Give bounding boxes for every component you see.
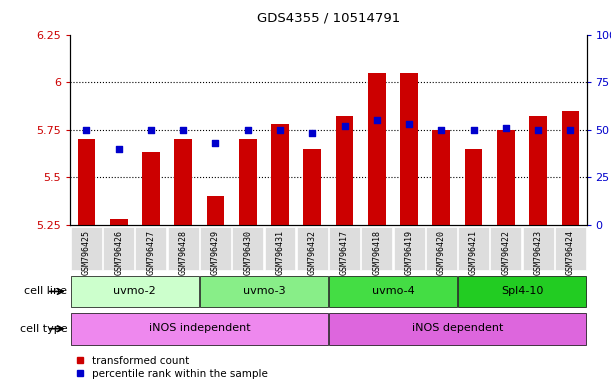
Point xyxy=(436,127,446,133)
Bar xyxy=(555,227,586,270)
Text: GSM796425: GSM796425 xyxy=(82,230,91,275)
Text: GSM796426: GSM796426 xyxy=(114,230,123,275)
Text: GSM796419: GSM796419 xyxy=(404,230,414,275)
Bar xyxy=(78,139,95,225)
Bar xyxy=(136,227,166,270)
Point xyxy=(275,127,285,133)
Bar xyxy=(271,124,289,225)
Bar xyxy=(200,276,327,307)
Bar xyxy=(393,227,425,270)
Bar xyxy=(522,227,554,270)
Bar xyxy=(265,227,296,270)
Bar xyxy=(304,149,321,225)
Text: GSM796418: GSM796418 xyxy=(372,230,381,275)
Text: uvmo-3: uvmo-3 xyxy=(243,286,285,296)
Bar xyxy=(335,116,353,225)
Text: GSM796431: GSM796431 xyxy=(276,230,285,275)
Bar xyxy=(458,227,489,270)
Text: GSM796424: GSM796424 xyxy=(566,230,575,275)
Point xyxy=(533,127,543,133)
Point xyxy=(566,127,576,133)
Bar xyxy=(361,227,392,270)
Text: cell line: cell line xyxy=(24,286,67,296)
Point xyxy=(243,127,252,133)
Bar xyxy=(71,227,102,270)
Point xyxy=(146,127,156,133)
Bar xyxy=(142,152,160,225)
Text: GSM796427: GSM796427 xyxy=(147,230,155,275)
Text: GSM796417: GSM796417 xyxy=(340,230,349,275)
Point xyxy=(114,146,123,152)
Bar xyxy=(174,139,192,225)
Bar xyxy=(71,313,327,344)
Text: GSM796432: GSM796432 xyxy=(308,230,316,275)
Bar xyxy=(103,227,134,270)
Text: Spl4-10: Spl4-10 xyxy=(501,286,543,296)
Bar xyxy=(167,227,199,270)
Point xyxy=(81,127,91,133)
Bar xyxy=(232,227,263,270)
Text: GSM796422: GSM796422 xyxy=(502,230,510,275)
Bar xyxy=(426,227,457,270)
Point xyxy=(501,125,511,131)
Bar xyxy=(368,73,386,225)
Point xyxy=(211,140,221,146)
Point xyxy=(404,121,414,127)
Bar xyxy=(200,227,231,270)
Point xyxy=(178,127,188,133)
Text: GSM796421: GSM796421 xyxy=(469,230,478,275)
Bar xyxy=(329,276,457,307)
Point xyxy=(307,130,317,136)
Point xyxy=(469,127,478,133)
Bar xyxy=(491,227,521,270)
Text: GSM796423: GSM796423 xyxy=(533,230,543,275)
Text: iNOS dependent: iNOS dependent xyxy=(412,323,503,333)
Bar xyxy=(458,276,586,307)
Bar xyxy=(329,313,586,344)
Text: GSM796430: GSM796430 xyxy=(243,230,252,275)
Text: GSM796420: GSM796420 xyxy=(437,230,446,275)
Text: uvmo-4: uvmo-4 xyxy=(371,286,414,296)
Text: cell type: cell type xyxy=(20,324,67,334)
Point xyxy=(372,117,382,123)
Bar xyxy=(465,149,483,225)
Bar xyxy=(329,227,360,270)
Legend: transformed count, percentile rank within the sample: transformed count, percentile rank withi… xyxy=(76,356,268,379)
Bar xyxy=(207,196,224,225)
Bar xyxy=(297,227,327,270)
Text: GSM796428: GSM796428 xyxy=(178,230,188,275)
Bar xyxy=(110,219,128,225)
Bar xyxy=(562,111,579,225)
Bar xyxy=(433,130,450,225)
Bar xyxy=(497,130,514,225)
Text: GDS4355 / 10514791: GDS4355 / 10514791 xyxy=(257,12,400,25)
Bar xyxy=(400,73,418,225)
Point xyxy=(340,123,349,129)
Text: iNOS independent: iNOS independent xyxy=(148,323,250,333)
Bar xyxy=(71,276,199,307)
Text: GSM796429: GSM796429 xyxy=(211,230,220,275)
Bar xyxy=(529,116,547,225)
Text: uvmo-2: uvmo-2 xyxy=(114,286,156,296)
Bar xyxy=(239,139,257,225)
